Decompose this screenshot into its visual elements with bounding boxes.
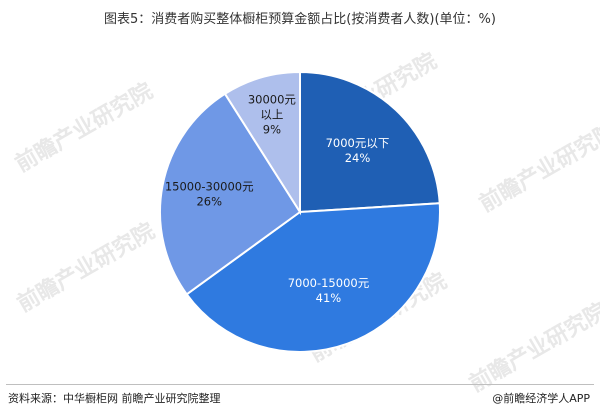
slice-category-label-2: 7000-15000元 (288, 276, 370, 290)
source-note: 资料来源：中华橱柜网 前瞻产业研究院整理 (8, 392, 221, 405)
slice-category-label-4: 以上 (260, 108, 283, 122)
brand-credit: @前瞻经济学人APP (492, 392, 590, 405)
slice-value-label-2: 41% (316, 291, 342, 305)
footer-divider (6, 384, 594, 385)
pie-slice-4 (223, 70, 301, 216)
slice-category-label-1: 7000元以下 (326, 136, 390, 150)
slice-category-label-4: 30000元 (248, 93, 297, 107)
chart-title: 图表5：消费者购买整体橱柜预算金额占比(按消费者人数)(单位：%) (104, 12, 496, 27)
slice-category-label-3: 15000-30000元 (165, 180, 254, 194)
slice-value-label-4: 9% (263, 123, 281, 137)
pie-slice-1 (299, 70, 441, 214)
pie-slice-3 (159, 92, 302, 296)
slice-value-label-1: 24% (345, 151, 371, 165)
pie-slice-2 (185, 202, 441, 353)
slice-value-label-3: 26% (196, 195, 222, 209)
